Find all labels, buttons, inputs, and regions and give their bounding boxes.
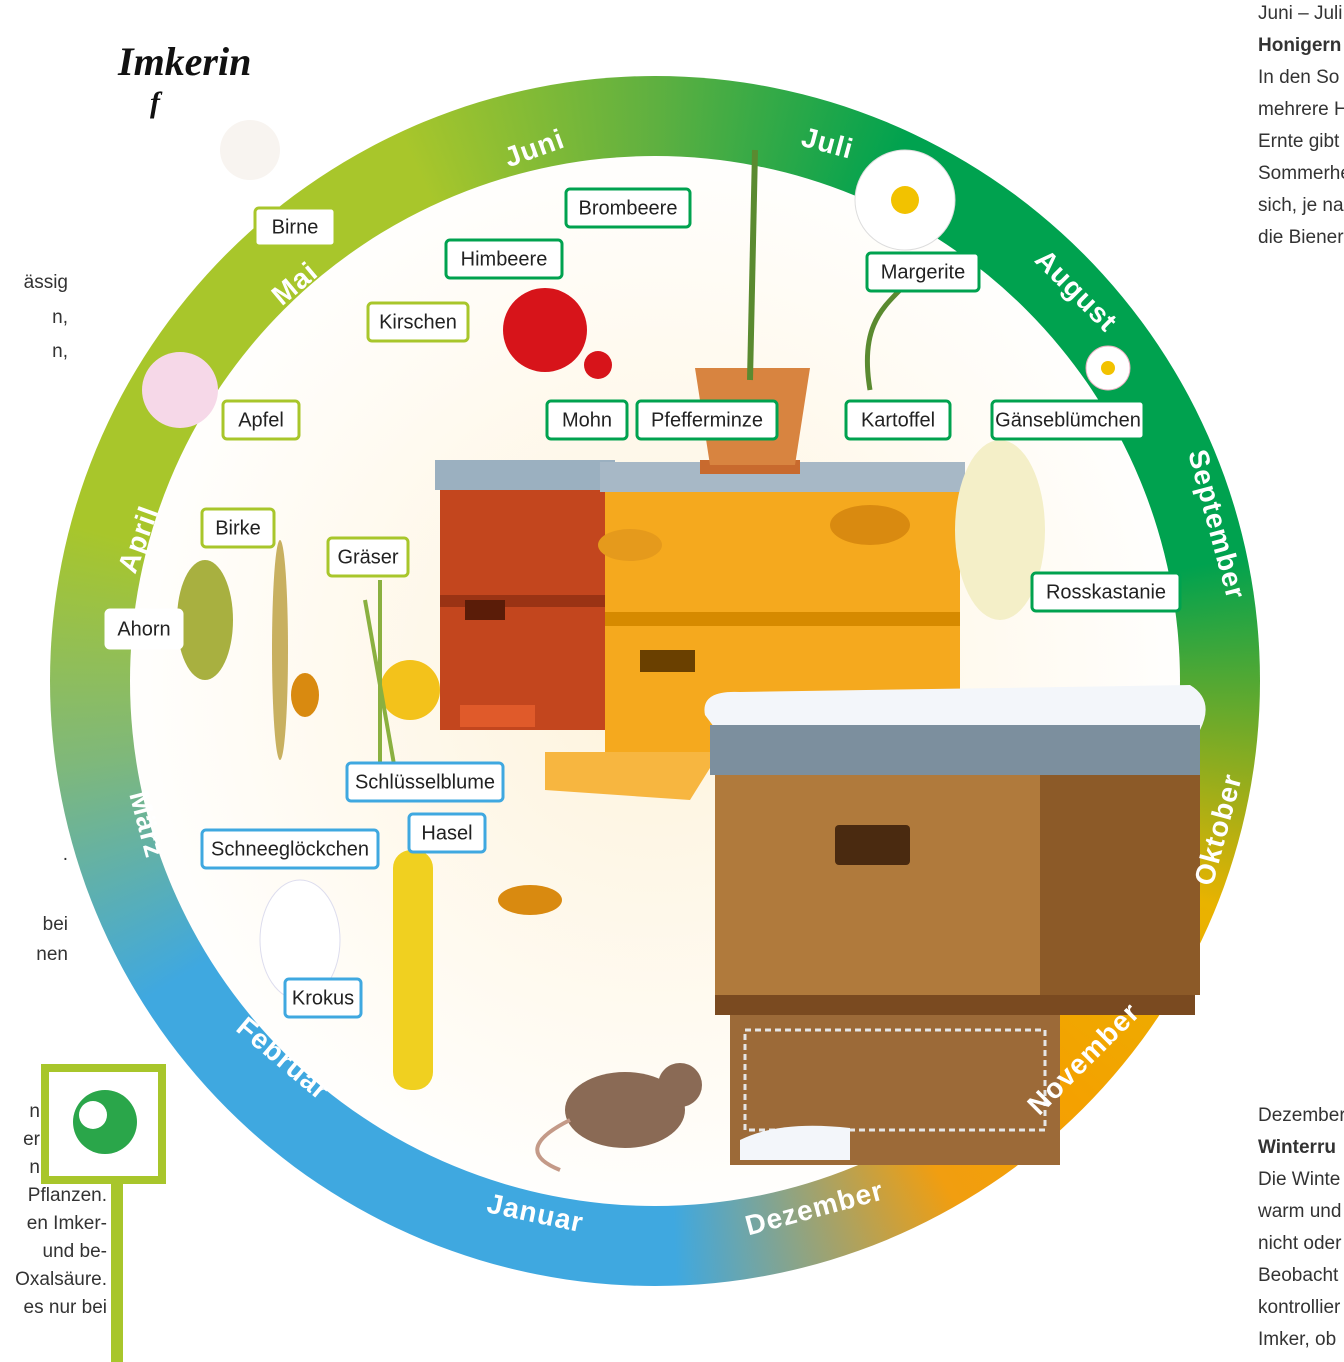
right-text: nicht oder (1258, 1233, 1342, 1254)
plant-label: Kirschen (379, 311, 457, 333)
plant-label: Rosskastanie (1046, 581, 1166, 603)
right-text: warm und (1257, 1201, 1341, 1222)
right-text: Honigern (1258, 35, 1341, 56)
plant-label: Gräser (337, 546, 398, 568)
info-text: er (23, 1129, 41, 1150)
info-text: en Imker- (27, 1213, 107, 1234)
plant-label: Brombeere (579, 197, 678, 219)
plant-label: Krokus (292, 987, 354, 1009)
right-text: In den So (1258, 67, 1339, 88)
right-text: Juni – Juli (1258, 3, 1343, 24)
month-label: März (123, 788, 170, 862)
side-text: n, (52, 307, 68, 328)
infographic: JuniJuliAugustSeptemberOktoberNovemberDe… (0, 0, 1344, 1362)
right-text: mehrere H (1258, 99, 1344, 120)
plant-label: Birne (272, 216, 319, 238)
page: {"header":{"title":"Imkerin","subtitle":… (0, 0, 1344, 1362)
right-text: Dezember (1258, 1105, 1344, 1126)
month-label: Februar (231, 1011, 336, 1106)
side-text: . (63, 844, 68, 865)
side-text: bei (43, 914, 68, 935)
side-text: n, (52, 341, 68, 362)
right-text: Sommerhe (1258, 163, 1344, 184)
plant-label: Ahorn (117, 618, 170, 640)
right-text: sich, je na (1258, 195, 1344, 216)
month-label: September (1182, 446, 1252, 603)
plant-label: Gänseblümchen (995, 409, 1141, 431)
plant-label: Birke (215, 517, 261, 539)
plant-label: Mohn (562, 409, 612, 431)
right-text: Ernte gibt (1258, 131, 1340, 152)
plant-label: Schneeglöckchen (211, 838, 369, 860)
info-text: und be- (43, 1241, 107, 1262)
month-label: April (112, 502, 165, 577)
right-text: Beobacht (1258, 1265, 1339, 1286)
plant-label: Apfel (238, 409, 284, 431)
info-text: n (29, 1157, 40, 1178)
plant-label: Schlüsselblume (355, 771, 495, 793)
right-text: Imker, ob (1258, 1329, 1336, 1350)
info-text: es nur bei (24, 1297, 107, 1318)
mouse (537, 1063, 702, 1170)
subtitle: f (150, 86, 163, 119)
plant-label: Pfefferminze (651, 409, 763, 431)
plant-label: Himbeere (461, 248, 548, 270)
right-text: die Biener (1258, 227, 1344, 248)
right-text: kontrollier (1258, 1297, 1341, 1318)
month-label: August (1029, 243, 1123, 337)
right-text: Die Winte (1258, 1169, 1340, 1190)
title: Imkerin (117, 39, 251, 84)
info-text: Oxalsäure. (15, 1269, 107, 1290)
side-text: nen (36, 944, 68, 965)
info-text: n (29, 1101, 40, 1122)
right-text: Winterru (1258, 1137, 1336, 1158)
plant-label: Margerite (881, 261, 965, 283)
plant-label: Kartoffel (861, 409, 935, 431)
month-label: Mai (266, 256, 324, 312)
plant-label: Hasel (421, 822, 472, 844)
info-text: Pflanzen. (28, 1185, 107, 1206)
side-text: ässig (24, 272, 68, 293)
month-label: Juli (798, 121, 856, 164)
month-label: Dezember (742, 1175, 887, 1242)
month-label: Juni (500, 123, 568, 173)
month-label: Januar (484, 1188, 586, 1239)
